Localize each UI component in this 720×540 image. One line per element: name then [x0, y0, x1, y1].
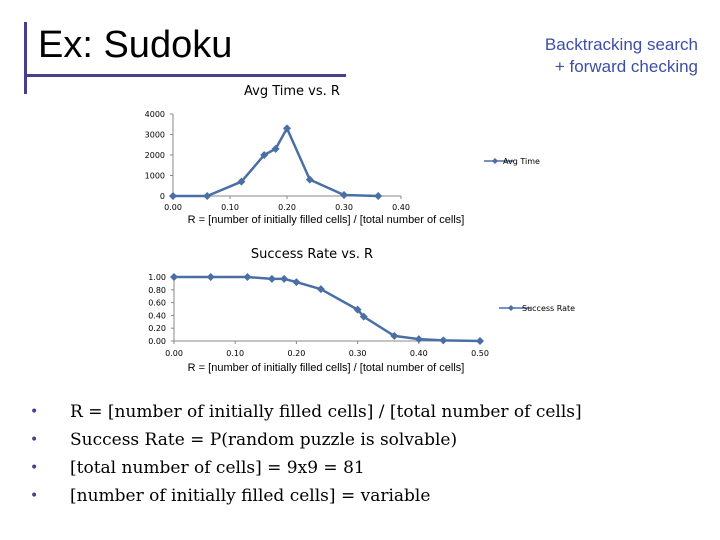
bullet-text: [number of initially filled cells] = var… [70, 486, 431, 506]
bullet-item: • R = [number of initially filled cells] … [30, 398, 582, 426]
time-data-point [237, 177, 246, 186]
success-data-point [353, 305, 362, 314]
success-data-point [267, 274, 276, 283]
time-data-point [305, 175, 314, 184]
time-y-tick-label: 1000 [145, 172, 165, 181]
bullet-text: R = [number of initially filled cells] /… [70, 402, 582, 422]
success-data-point [316, 285, 325, 294]
subtitle-line-2: + forward checking [554, 57, 698, 76]
bullet-dot-icon: • [30, 404, 39, 420]
subtitle-line-1: Backtracking search [544, 35, 698, 54]
time-y-tick-label: 4000 [145, 110, 165, 119]
success-x-tick-label: 0.30 [349, 349, 367, 358]
success-data-point [359, 312, 368, 321]
accent-vertical-bar [24, 22, 27, 94]
time-y-tick-label: 3000 [145, 131, 165, 140]
success-data-point [206, 273, 215, 281]
success-data-point [170, 273, 178, 281]
success-y-tick-label: 0.00 [148, 337, 166, 346]
success-x-tick-label: 0.20 [287, 349, 305, 358]
success-data-point [292, 278, 301, 287]
bullet-list: • R = [number of initially filled cells] … [30, 398, 582, 510]
time-x-tick-label: 0.20 [278, 203, 296, 212]
time-legend-marker [492, 158, 498, 164]
bullet-item: • Success Rate = P(random puzzle is solva… [30, 426, 582, 454]
time-legend-label: Avg Time [503, 157, 540, 166]
slide-subtitle: Backtracking search + forward checking [438, 34, 698, 78]
accent-horizontal-bar [24, 74, 346, 77]
bullet-text: Success Rate = P(random puzzle is solvab… [70, 430, 458, 450]
success-data-point [439, 336, 448, 345]
success-x-tick-label: 0.10 [226, 349, 244, 358]
success-y-tick-label: 0.20 [148, 324, 166, 333]
time-y-tick-label: 0 [160, 192, 165, 201]
time-data-point [374, 192, 383, 200]
success-x-tick-label: 0.00 [165, 349, 183, 358]
success-data-point [280, 274, 289, 283]
bullet-text: [total number of cells] = 9x9 = 81 [70, 458, 365, 478]
success-y-tick-label: 1.00 [148, 273, 166, 282]
time-data-point [203, 192, 212, 200]
time-data-point [340, 190, 348, 199]
success-x-tick-label: 0.40 [410, 349, 428, 358]
bullet-dot-icon: • [30, 488, 39, 504]
success-y-tick-label: 0.60 [148, 299, 166, 308]
time-x-axis-label: R = [number of initially filled cells] /… [188, 214, 465, 226]
success-legend-label: Success Rate [522, 304, 575, 313]
time-data-point [260, 151, 269, 159]
bullet-dot-icon: • [30, 432, 39, 448]
slide-title: Ex: Sudoku [38, 24, 233, 66]
success-y-tick-label: 0.40 [148, 311, 166, 320]
time-series-line [173, 127, 379, 198]
charts-canvas: Avg Time vs. R 0 1000 2000 3000 4000 0.00 0.10 0… [145, 84, 576, 374]
bullet-item: • [total number of cells] = 9x9 = 81 [30, 454, 582, 482]
success-chart-title: Success Rate vs. R [251, 247, 373, 262]
time-data-point [271, 144, 280, 153]
time-chart-title: Avg Time vs. R [244, 84, 340, 99]
time-data-point [283, 124, 291, 133]
success-y-tick-label: 0.80 [148, 286, 166, 295]
bullet-dot-icon: • [30, 460, 39, 476]
success-legend-marker [508, 305, 514, 311]
success-series-line [174, 275, 481, 343]
success-data-point [414, 335, 423, 344]
time-x-tick-label: 0.30 [335, 203, 353, 212]
success-data-point [476, 337, 484, 345]
success-x-tick-label: 0.50 [471, 349, 489, 358]
time-x-tick-label: 0.10 [221, 203, 239, 212]
success-data-point [390, 331, 399, 340]
time-x-tick-label: 0.40 [392, 203, 410, 212]
time-data-point [169, 192, 177, 200]
success-x-axis-label: R = [number of initially filled cells] /… [188, 362, 465, 374]
success-data-point [243, 273, 252, 281]
time-x-tick-label: 0.00 [164, 203, 182, 212]
time-y-tick-label: 2000 [145, 151, 165, 160]
bullet-item: • [number of initially filled cells] = va… [30, 482, 582, 510]
